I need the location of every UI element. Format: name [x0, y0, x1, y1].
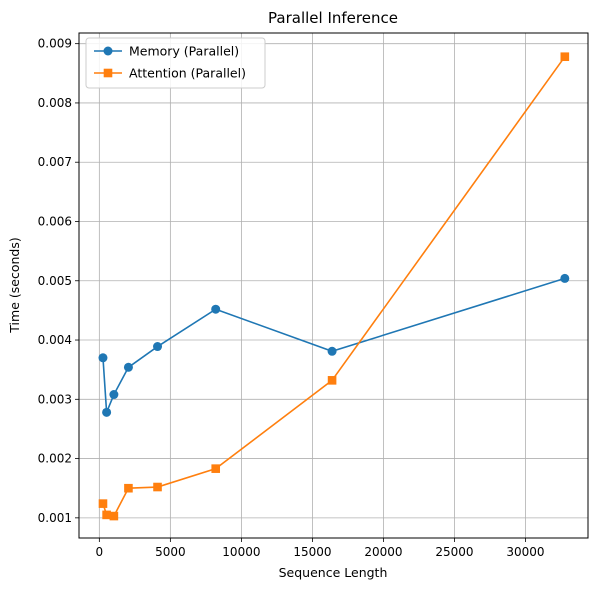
legend-label: Memory (Parallel)	[129, 44, 239, 59]
attention-parallel-point	[109, 511, 119, 521]
x-tick-label: 10000	[222, 545, 260, 559]
attention-parallel-point	[560, 52, 570, 62]
memory-parallel-point	[153, 342, 163, 352]
legend: Memory (Parallel) Attention (Parallel)	[85, 37, 266, 89]
y-tick-label: 0.004	[38, 333, 72, 347]
x-axis-ticks: 0 5000 10000 15000 20000 25000 30000	[96, 538, 545, 559]
attention-parallel-point	[102, 510, 111, 520]
x-tick-label: 15000	[293, 545, 331, 559]
y-axis-label: Time (seconds)	[7, 237, 22, 333]
attention-parallel-point	[211, 464, 221, 473]
y-tick-label: 0.006	[38, 214, 72, 228]
memory-parallel-point	[327, 346, 337, 356]
x-tick-label: 0	[96, 545, 104, 559]
memory-parallel-point	[123, 362, 133, 372]
x-tick-label: 30000	[506, 545, 544, 559]
plot-area-frame	[78, 32, 589, 539]
y-tick-label: 0.008	[38, 96, 72, 110]
grid	[79, 33, 588, 538]
y-tick-label: 0.007	[38, 155, 72, 169]
memory-parallel-point	[109, 390, 119, 400]
series-layer	[98, 52, 570, 521]
x-axis-label: Sequence Length	[279, 565, 388, 580]
y-tick-label: 0.001	[38, 511, 72, 525]
attention-parallel-point	[98, 499, 108, 508]
legend-label: Attention (Parallel)	[129, 66, 246, 81]
y-tick-label: 0.005	[38, 274, 72, 288]
chart-title: Parallel Inference	[268, 9, 398, 27]
attention-parallel-point	[124, 483, 133, 493]
memory-parallel-point	[102, 407, 112, 417]
memory-parallel-point	[560, 273, 570, 283]
x-tick-label: 5000	[155, 545, 186, 559]
x-tick-label: 20000	[364, 545, 402, 559]
legend-marker	[103, 46, 113, 56]
memory-parallel-point	[211, 304, 221, 314]
y-axis-ticks: 0.001 0.002 0.003 0.004 0.005 0.006 0.007 0.008…	[38, 37, 79, 525]
attention-parallel-point	[327, 376, 337, 385]
y-tick-label: 0.002	[38, 452, 72, 466]
x-tick-label: 25000	[435, 545, 473, 559]
attention-parallel-point	[153, 482, 162, 492]
y-tick-label: 0.009	[38, 37, 72, 51]
memory-parallel-point	[98, 353, 108, 363]
legend-marker	[103, 68, 113, 78]
legend-box	[85, 37, 266, 89]
y-tick-label: 0.003	[38, 392, 72, 406]
